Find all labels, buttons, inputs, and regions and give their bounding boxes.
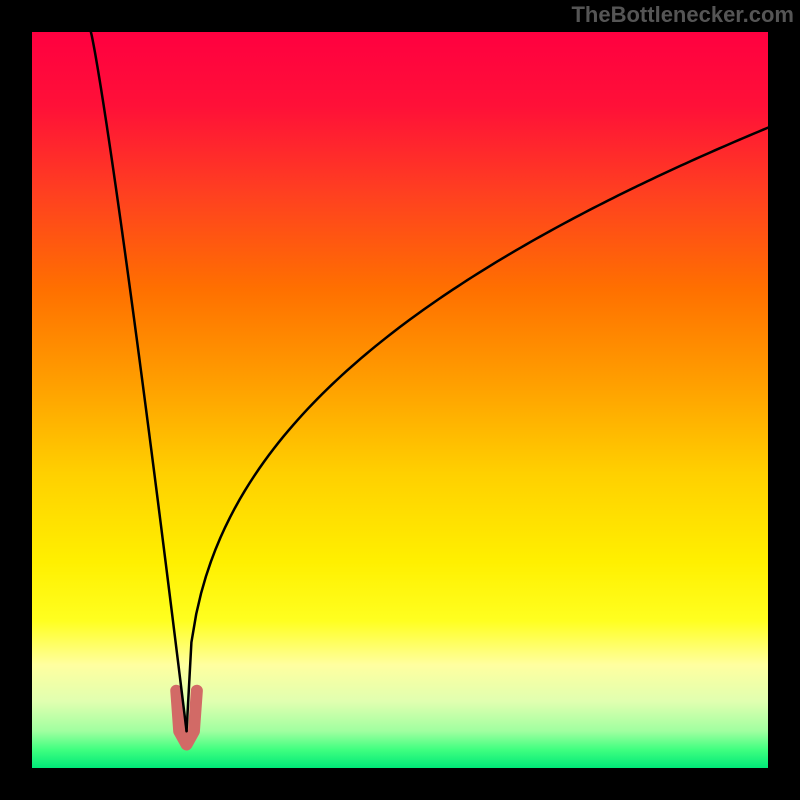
bottleneck-chart [32,32,768,768]
chart-svg-layer [32,32,768,768]
bottleneck-curve-left [91,32,187,731]
bottleneck-curve-right [187,128,768,732]
watermark-text: TheBottlenecker.com [571,2,794,28]
